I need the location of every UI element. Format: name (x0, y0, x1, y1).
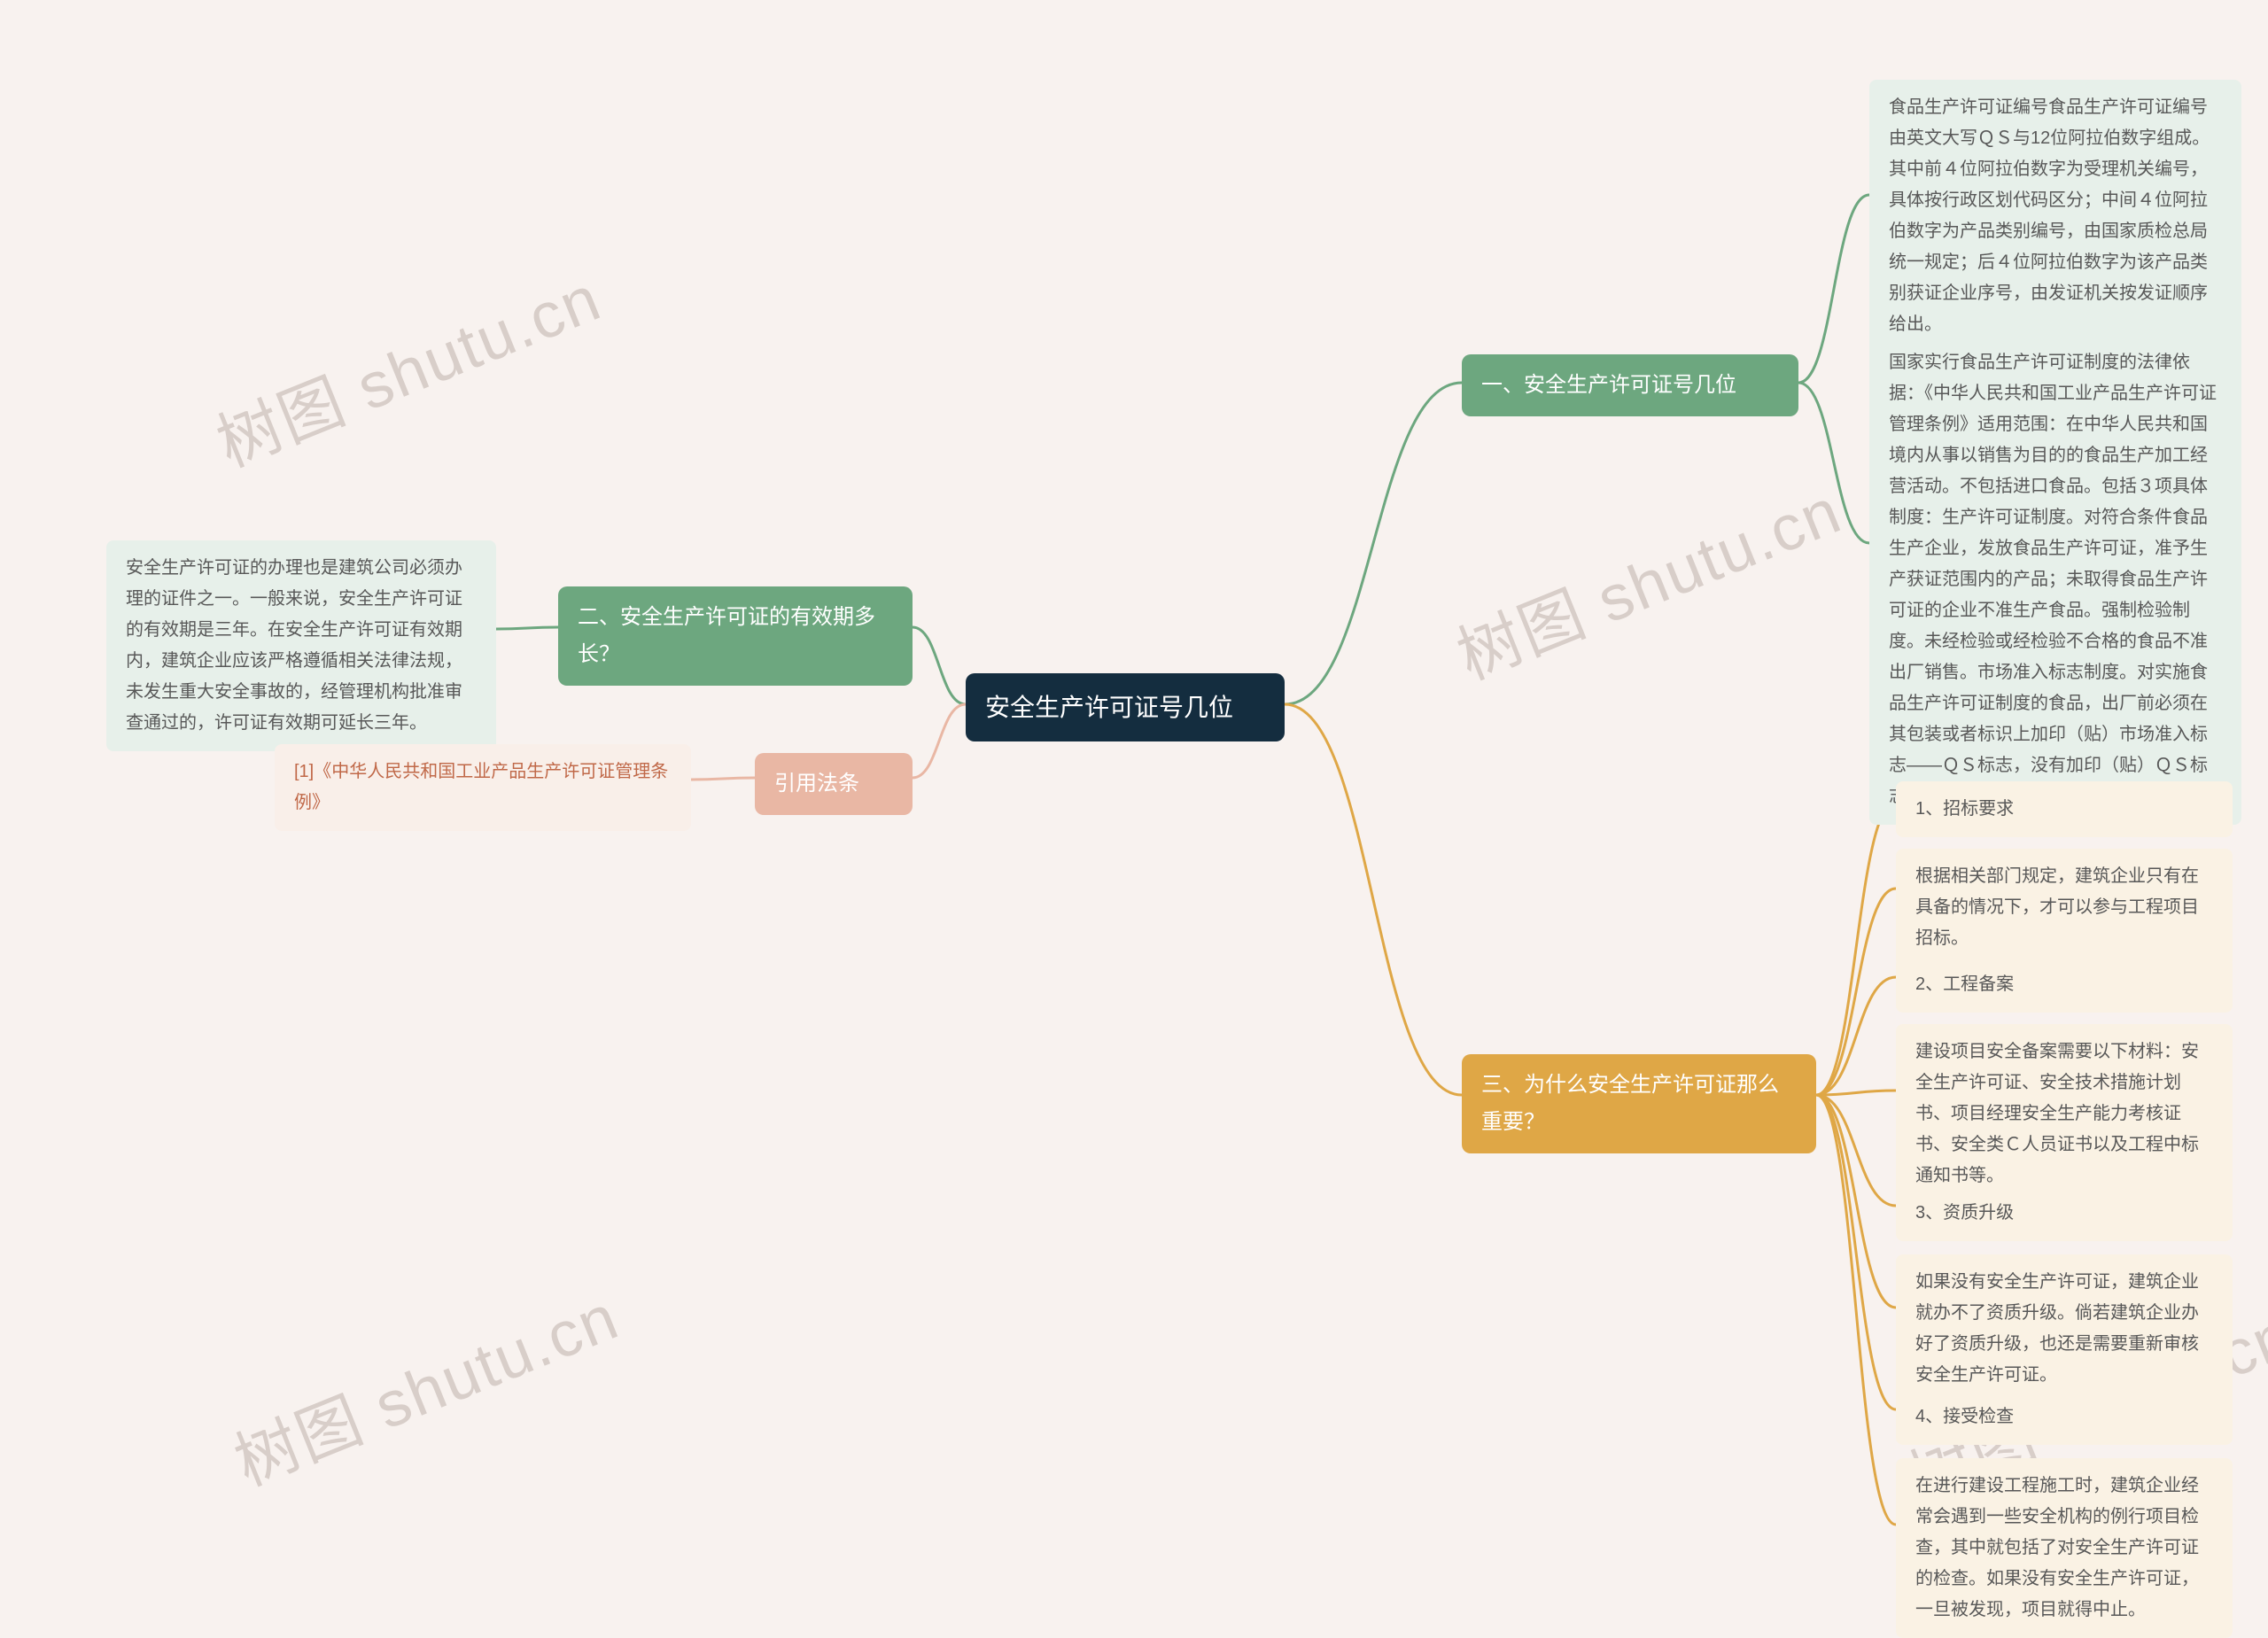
watermark: 树图 shutu.cn (219, 1265, 630, 1503)
branch-b3: 三、为什么安全生产许可证那么重要？ (1462, 1054, 1816, 1153)
branch-b4-label: 引用法条 (774, 765, 859, 803)
branch-b4: 引用法条 (755, 753, 913, 815)
leaf-b2l1: 安全生产许可证的办理也是建筑公司必须办理的证件之一。一般来说，安全生产许可证的有… (106, 540, 496, 751)
watermark: 树图 shutu.cn (201, 246, 612, 485)
leaf-b3l6-label: 如果没有安全生产许可证，建筑企业就办不了资质升级。倘若建筑企业办好了资质升级，也… (1915, 1267, 2213, 1391)
leaf-b3l1-label: 1、招标要求 (1915, 794, 2014, 825)
branch-b2: 二、安全生产许可证的有效期多长？ (558, 586, 913, 686)
leaf-b3l5-label: 3、资质升级 (1915, 1198, 2014, 1229)
branch-b1: 一、安全生产许可证号几位 (1462, 354, 1798, 416)
leaf-b3l3-label: 2、工程备案 (1915, 969, 2014, 1000)
leaf-b1l2-label: 国家实行食品生产许可证制度的法律依据：《中华人民共和国工业产品生产许可证管理条例… (1889, 347, 2222, 812)
branch-b2-label: 二、安全生产许可证的有效期多长？ (578, 599, 893, 673)
leaf-b1l1: 食品生产许可证编号食品生产许可证编号由英文大写ＱＳ与12位阿拉伯数字组成。其中前… (1869, 80, 2241, 353)
leaf-b3l6: 如果没有安全生产许可证，建筑企业就办不了资质升级。倘若建筑企业办好了资质升级，也… (1896, 1254, 2233, 1403)
leaf-b3l8: 在进行建设工程施工时，建筑企业经常会遇到一些安全机构的例行项目检查，其中就包括了… (1896, 1458, 2233, 1638)
watermark: 树图 shutu.cn (1441, 459, 1852, 697)
leaf-b3l5: 3、资质升级 (1896, 1185, 2233, 1241)
leaf-b3l3: 2、工程备案 (1896, 957, 2233, 1013)
leaf-b3l7: 4、接受检查 (1896, 1389, 2233, 1445)
leaf-b3l2-label: 根据相关部门规定，建筑企业只有在具备的情况下，才可以参与工程项目招标。 (1915, 861, 2213, 954)
leaf-b3l8-label: 在进行建设工程施工时，建筑企业经常会遇到一些安全机构的例行项目检查，其中就包括了… (1915, 1471, 2213, 1626)
leaf-b2l1-label: 安全生产许可证的办理也是建筑公司必须办理的证件之一。一般来说，安全生产许可证的有… (126, 553, 477, 739)
leaf-b4l1: [1]《中华人民共和国工业产品生产许可证管理条例》 (275, 744, 691, 831)
leaf-b3l1: 1、招标要求 (1896, 781, 2233, 837)
branch-b1-label: 一、安全生产许可证号几位 (1481, 367, 1736, 404)
leaf-b3l2: 根据相关部门规定，建筑企业只有在具备的情况下，才可以参与工程项目招标。 (1896, 849, 2233, 966)
root-node-label: 安全生产许可证号几位 (985, 686, 1233, 729)
leaf-b3l7-label: 4、接受检查 (1915, 1401, 2014, 1432)
leaf-b1l2: 国家实行食品生产许可证制度的法律依据：《中华人民共和国工业产品生产许可证管理条例… (1869, 335, 2241, 825)
branch-b3-label: 三、为什么安全生产许可证那么重要？ (1481, 1067, 1797, 1141)
root-node: 安全生产许可证号几位 (966, 673, 1285, 741)
leaf-b3l4: 建设项目安全备案需要以下材料：安全生产许可证、安全技术措施计划书、项目经理安全生… (1896, 1024, 2233, 1204)
leaf-b3l4-label: 建设项目安全备案需要以下材料：安全生产许可证、安全技术措施计划书、项目经理安全生… (1915, 1036, 2213, 1192)
leaf-b4l1-label: [1]《中华人民共和国工业产品生产许可证管理条例》 (294, 757, 672, 819)
leaf-b1l1-label: 食品生产许可证编号食品生产许可证编号由英文大写ＱＳ与12位阿拉伯数字组成。其中前… (1889, 92, 2222, 340)
